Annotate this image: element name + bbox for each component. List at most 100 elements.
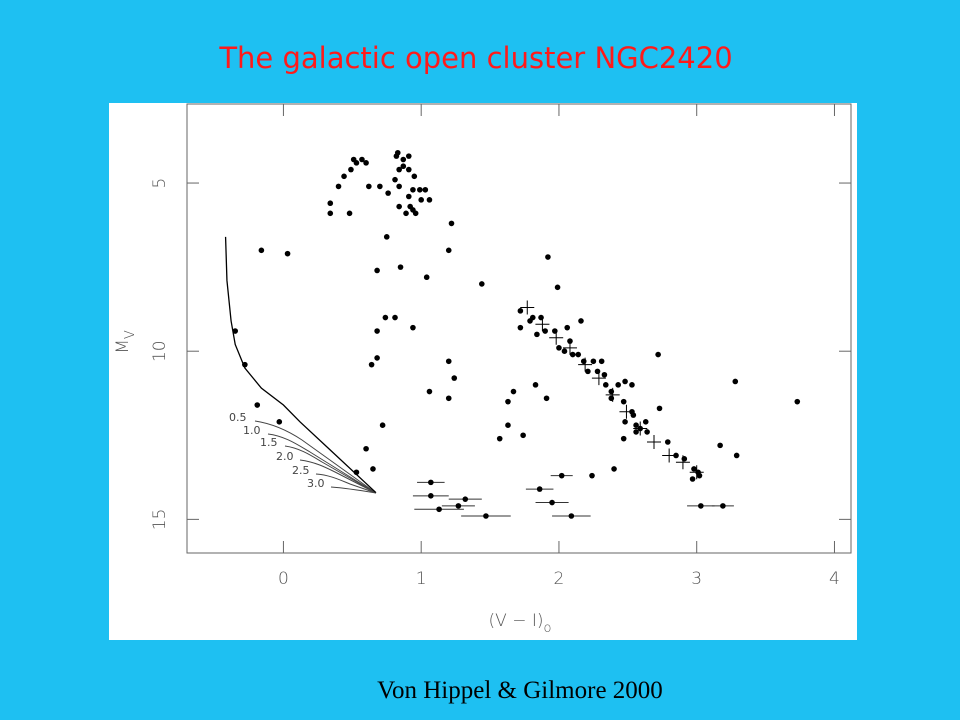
star-point <box>374 355 380 361</box>
star-point <box>575 351 582 358</box>
star-point <box>620 398 627 405</box>
star-point <box>445 247 452 254</box>
mean-marker <box>605 387 620 402</box>
star-point <box>385 190 391 196</box>
star-point <box>608 388 615 395</box>
star-point <box>403 210 409 217</box>
star-point <box>382 314 389 321</box>
star-point <box>655 351 661 358</box>
star-point <box>602 382 609 388</box>
star-point <box>510 388 517 395</box>
star-point <box>374 328 380 334</box>
credit: Von Hippel & Gilmore 2000 <box>377 677 663 704</box>
plot-frame <box>186 103 852 554</box>
curve-label: 3.0 <box>307 477 325 490</box>
star-point <box>410 324 416 331</box>
slide-title: The galactic open cluster NGC2420 <box>218 41 732 75</box>
star-point <box>448 220 455 227</box>
star-point <box>696 472 703 479</box>
binary-sequences <box>254 420 377 494</box>
star-point <box>532 382 539 388</box>
star-point <box>629 382 635 388</box>
star-point <box>732 378 739 385</box>
star-point <box>451 375 458 381</box>
star-point <box>733 452 740 459</box>
star-point <box>633 429 639 435</box>
star-point <box>411 173 418 180</box>
star-point <box>545 254 551 260</box>
star-point <box>350 156 357 163</box>
star-point <box>374 267 380 274</box>
star-point <box>479 281 485 287</box>
star-point <box>418 197 424 203</box>
star-point <box>455 503 462 509</box>
star-point <box>383 234 390 240</box>
star-point <box>611 466 617 472</box>
star-point <box>633 422 639 428</box>
star-point <box>536 486 543 492</box>
star-point <box>423 274 430 281</box>
mean-marker <box>689 465 704 480</box>
star-point <box>426 197 433 203</box>
x-axis-label: (V − I)o <box>489 611 552 636</box>
star-point <box>368 361 375 368</box>
star-point <box>561 348 568 355</box>
star-point <box>405 153 412 159</box>
star-point <box>397 264 404 270</box>
star-point <box>396 183 402 190</box>
star-point <box>396 166 402 173</box>
star-point <box>554 284 561 291</box>
star-point <box>400 163 407 170</box>
star-point <box>346 210 353 217</box>
star-point <box>578 318 584 324</box>
mean-marker <box>647 435 662 450</box>
star-point <box>720 503 726 509</box>
star-point <box>569 351 576 358</box>
star-point <box>505 398 511 405</box>
star-point <box>549 499 555 506</box>
star-point <box>681 456 688 462</box>
star-point <box>366 183 372 190</box>
star-point <box>656 405 663 412</box>
x-tick-label: 4 <box>829 569 840 589</box>
star-point <box>589 472 595 479</box>
star-point <box>348 166 354 173</box>
star-point <box>417 186 423 193</box>
star-point <box>691 466 697 472</box>
y-tick-label: 10 <box>150 340 170 362</box>
star-point <box>644 429 650 435</box>
mean-marker <box>633 421 648 436</box>
star-point <box>396 203 402 210</box>
star-point <box>254 402 261 408</box>
star-point <box>284 250 291 257</box>
star-point <box>717 442 723 449</box>
star-point <box>505 422 511 428</box>
star-point <box>445 358 452 365</box>
mean-marker <box>562 340 577 355</box>
star-point <box>542 328 548 334</box>
star-point <box>615 382 621 388</box>
star-point <box>622 378 628 385</box>
star-point <box>428 479 434 486</box>
mean-marker <box>520 300 535 315</box>
star-point <box>598 358 605 365</box>
star-point <box>517 324 524 331</box>
star-point <box>543 395 550 402</box>
star-point <box>698 503 704 509</box>
x-tick-label: 2 <box>554 569 565 589</box>
star-point <box>422 186 429 193</box>
x-tick-label: 3 <box>691 569 702 589</box>
star-point <box>370 466 376 472</box>
star-point <box>552 328 558 334</box>
mean-marker <box>535 317 550 332</box>
star-point <box>622 419 628 425</box>
y-axis-label-main: M <box>113 339 133 354</box>
mean-marker <box>591 371 606 386</box>
mean-marker <box>619 404 634 419</box>
star-point <box>689 476 696 482</box>
star-point <box>664 439 671 445</box>
x-axis-label-sub: o <box>544 621 552 636</box>
star-point <box>335 183 342 190</box>
